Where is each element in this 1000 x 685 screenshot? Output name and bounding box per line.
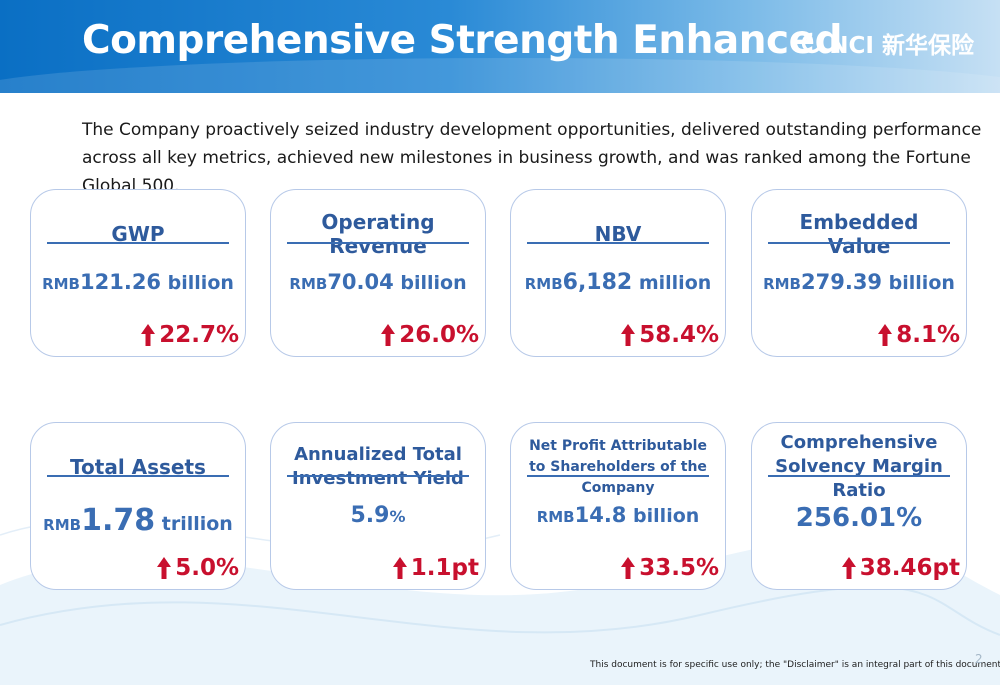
nci-logo-icon	[802, 32, 823, 54]
metric-change-value: 1.1pt	[410, 555, 479, 581]
metric-unit-suffix: %	[389, 507, 406, 526]
metric-number: 14.8	[574, 503, 627, 527]
metric-change-value: 22.7%	[159, 322, 239, 348]
metric-card: Comprehensive Solvency Margin Ratio 256.0…	[751, 422, 967, 590]
up-arrow-icon	[841, 557, 856, 579]
disclaimer-text: This document is for specific use only; …	[590, 660, 1000, 670]
metric-divider	[287, 242, 469, 244]
metric-change-value: 26.0%	[399, 322, 479, 348]
metric-change-value: 38.46pt	[859, 555, 960, 581]
metric-unit-prefix: RMB	[524, 275, 563, 293]
metric-number: 6,182	[562, 270, 633, 295]
metric-divider	[527, 475, 709, 477]
metric-change: 26.0%	[381, 322, 479, 348]
page-title: Comprehensive Strength Enhanced	[82, 18, 843, 63]
metric-change-value: 33.5%	[639, 555, 719, 581]
metric-unit-prefix: RMB	[43, 516, 82, 534]
metric-divider	[47, 475, 229, 477]
metric-divider	[47, 242, 229, 244]
metric-number: 5.9	[350, 503, 390, 528]
metric-number: 70.04	[327, 270, 394, 294]
metric-change: 33.5%	[621, 555, 719, 581]
metric-label: Operating Revenue	[321, 210, 435, 258]
company-logo: NCI 新华保险	[800, 26, 974, 60]
metric-card: NBV RMB6,182 million 58.4%	[510, 189, 726, 357]
metric-change: 38.46pt	[841, 555, 960, 581]
metric-change: 1.1pt	[392, 555, 479, 581]
up-arrow-icon	[381, 324, 396, 346]
metric-value: RMB121.26 billion	[31, 270, 245, 294]
metric-number: 256.01%	[795, 503, 923, 533]
metric-number: 1.78	[81, 503, 156, 538]
metric-divider	[287, 475, 469, 477]
up-arrow-icon	[157, 557, 172, 579]
metric-label: Annualized Total Investment Yield	[292, 444, 464, 489]
metric-divider	[768, 475, 950, 477]
metric-value: RMB279.39 billion	[752, 270, 966, 294]
metric-divider	[768, 242, 950, 244]
metric-unit-suffix: billion	[393, 272, 467, 294]
metric-number: 121.26	[80, 270, 162, 294]
metric-label: NBV	[594, 222, 642, 246]
metric-divider	[527, 242, 709, 244]
up-arrow-icon	[878, 324, 893, 346]
metric-unit-suffix: billion	[161, 272, 234, 294]
metric-card: Operating Revenue RMB70.04 billion 26.0%	[270, 189, 486, 357]
metric-value: RMB1.78 trillion	[31, 503, 245, 538]
metric-change-value: 5.0%	[175, 555, 239, 581]
metric-unit-prefix: RMB	[289, 275, 328, 293]
metric-card: Total Assets RMB1.78 trillion 5.0%	[30, 422, 246, 590]
metric-card: Net Profit Attributable to Shareholders …	[510, 422, 726, 590]
metric-change: 5.0%	[157, 555, 239, 581]
metric-label: Comprehensive Solvency Margin Ratio	[775, 432, 943, 501]
metric-unit-prefix: RMB	[536, 508, 575, 526]
metric-unit-suffix: billion	[882, 272, 955, 294]
metric-unit-prefix: RMB	[763, 275, 801, 293]
metric-value: 5.9%	[271, 503, 485, 528]
logo-text: NCI 新华保险	[829, 33, 974, 59]
metric-unit-prefix: RMB	[42, 275, 80, 293]
metric-change: 22.7%	[141, 322, 239, 348]
metric-change-value: 58.4%	[639, 322, 719, 348]
metric-label: Net Profit Attributable to Shareholders …	[529, 437, 707, 496]
metric-value: RMB14.8 billion	[511, 503, 725, 527]
metric-unit-suffix: million	[632, 272, 712, 294]
metric-card: GWP RMB121.26 billion 22.7%	[30, 189, 246, 357]
metric-card: Annualized Total Investment Yield 5.9% 1.1…	[270, 422, 486, 590]
page-number: 2	[975, 652, 983, 666]
metric-number: 279.39	[801, 270, 883, 294]
header-banner: Comprehensive Strength Enhanced NCI 新华保险	[0, 0, 1000, 93]
metric-label: GWP	[111, 222, 165, 246]
metric-label: Embedded Value	[799, 210, 919, 258]
up-arrow-icon	[621, 557, 636, 579]
metric-unit-suffix: trillion	[155, 513, 233, 535]
metric-card: Embedded Value RMB279.39 billion 8.1%	[751, 189, 967, 357]
intro-paragraph: The Company proactively seized industry …	[82, 120, 982, 196]
up-arrow-icon	[621, 324, 636, 346]
metric-value: RMB70.04 billion	[271, 270, 485, 294]
metric-change-value: 8.1%	[896, 322, 960, 348]
metric-value: 256.01%	[752, 503, 966, 533]
metric-value: RMB6,182 million	[511, 270, 725, 295]
up-arrow-icon	[392, 557, 407, 579]
metric-change: 8.1%	[878, 322, 960, 348]
up-arrow-icon	[141, 324, 156, 346]
metric-unit-suffix: billion	[626, 505, 700, 527]
metric-label: Total Assets	[70, 455, 206, 479]
metric-change: 58.4%	[621, 322, 719, 348]
